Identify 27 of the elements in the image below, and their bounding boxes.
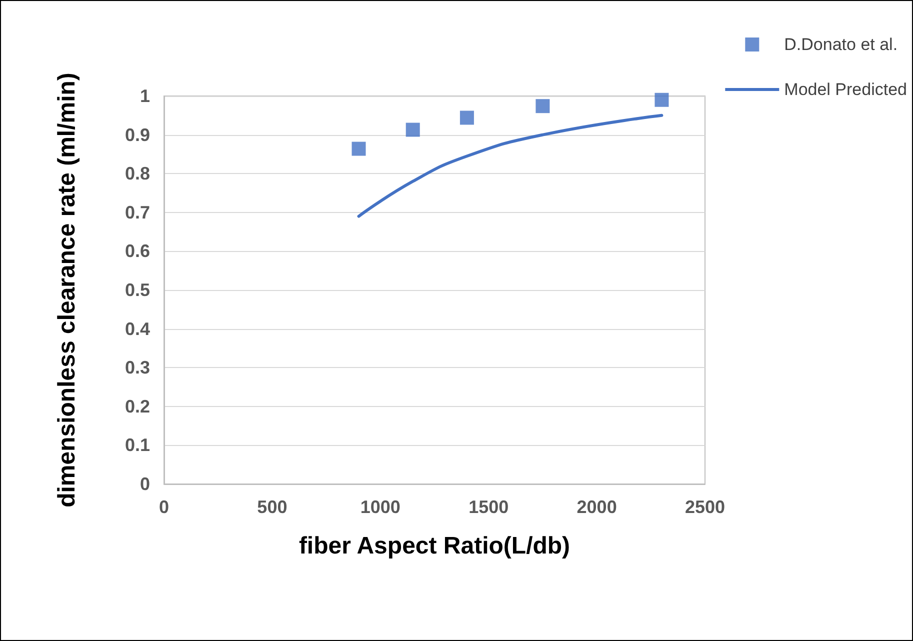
y-tick-label: 1	[140, 86, 150, 106]
y-tick-label: 0.7	[124, 202, 150, 222]
y-tick-label: 0.5	[124, 280, 150, 300]
y-tick-label: 0.8	[124, 164, 150, 184]
x-tick-label: 2500	[684, 497, 726, 517]
line-series	[357, 114, 664, 218]
x-tick-label: 2000	[576, 497, 617, 517]
y-axis-title: dimensionless clearance rate (ml/min)	[54, 72, 80, 508]
x-tick-label: 0	[158, 497, 170, 517]
x-tick-label: 1500	[468, 497, 509, 517]
point	[352, 142, 366, 156]
x-tick-label: 500	[257, 497, 288, 517]
point	[460, 110, 474, 125]
y-tick-label: 0.3	[124, 358, 150, 378]
y-tick-label: 0.4	[124, 318, 150, 339]
point	[406, 122, 420, 137]
y-tick-label: 0.1	[124, 435, 150, 456]
y-tick-label: 0.2	[124, 396, 150, 416]
y-tick-label: 0	[140, 474, 150, 494]
x-axis-title: fiber Aspect Ratio(L/db)	[298, 532, 570, 560]
legend-label: D.Donato et al.	[784, 35, 898, 54]
y-tick-label: 0.9	[124, 124, 150, 145]
legend-label: Model Predicted	[784, 80, 907, 99]
point	[654, 92, 669, 107]
point	[536, 99, 550, 114]
y-tick-label: 0.6	[124, 241, 150, 262]
x-tick-label: 1000	[360, 497, 400, 517]
